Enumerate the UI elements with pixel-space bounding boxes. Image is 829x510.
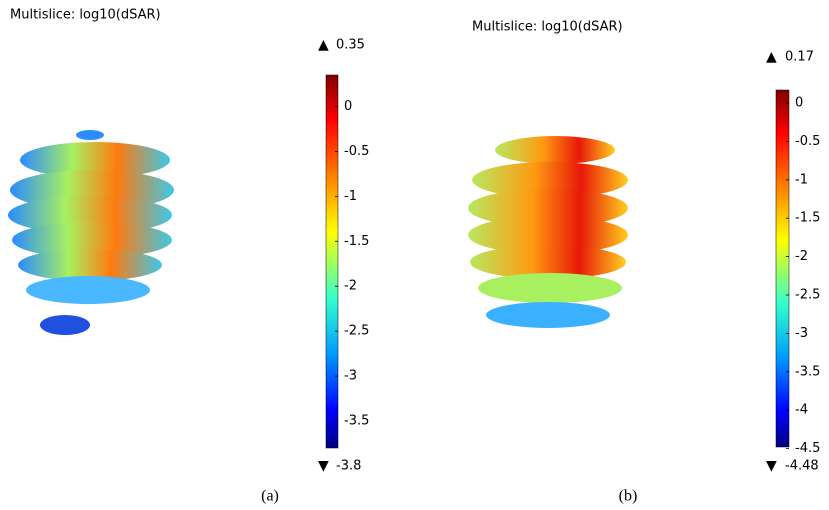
slice xyxy=(20,142,170,178)
slice xyxy=(495,136,615,164)
colorbar-tick-label: -4 xyxy=(795,403,808,418)
colorbar-tick-label: -2 xyxy=(795,249,808,264)
max-icon: ▲ xyxy=(766,49,777,65)
title: Multislice: log10(dSAR) xyxy=(472,20,623,35)
slice xyxy=(472,162,628,198)
slice xyxy=(470,245,626,279)
colorbar-tick-label: -3.5 xyxy=(344,414,369,429)
min-label: -4.48 xyxy=(785,459,819,474)
panel: Multislice: log10(dSAR) ▲ 0.35 ▼ -3.8 (a… xyxy=(10,8,369,505)
panel: Multislice: log10(dSAR) ▲ 0.17 ▼ -4.48 (… xyxy=(472,20,820,505)
min-icon: ▼ xyxy=(766,458,777,474)
max-icon: ▲ xyxy=(318,37,329,53)
max-label: 0.17 xyxy=(785,50,814,65)
slice xyxy=(468,216,628,254)
colorbar xyxy=(325,74,339,449)
slice xyxy=(468,189,628,227)
colorbar xyxy=(775,89,790,448)
caption: (b) xyxy=(619,488,638,505)
title: Multislice: log10(dSAR) xyxy=(10,8,161,23)
slice xyxy=(26,276,150,304)
max-label: 0.35 xyxy=(336,38,365,53)
min-label: -3.8 xyxy=(336,459,361,474)
colorbar-tick-label: 0 xyxy=(795,96,803,111)
colorbar-tick-label: -3 xyxy=(795,326,808,341)
colorbar-tick-label: -4.5 xyxy=(795,441,820,456)
colorbar-tick-label: -1.5 xyxy=(344,234,369,249)
caption: (a) xyxy=(261,488,279,505)
colorbar-tick-label: -1.5 xyxy=(795,211,820,226)
slice xyxy=(40,315,90,335)
slice xyxy=(486,302,610,328)
colorbar-tick-label: -2 xyxy=(344,279,357,294)
slices-a xyxy=(8,130,174,335)
colorbar-tick-label: -2.5 xyxy=(344,324,369,339)
min-icon: ▼ xyxy=(318,458,329,474)
colorbar-tick-label: -1 xyxy=(795,172,808,187)
slice xyxy=(76,130,104,140)
slice xyxy=(478,273,622,303)
colorbar-tick-label: -3.5 xyxy=(795,364,820,379)
slices-b xyxy=(468,136,628,328)
colorbar-tick-label: -0.5 xyxy=(795,134,820,149)
colorbar-tick-label: -2.5 xyxy=(795,287,820,302)
colorbar-tick-label: -0.5 xyxy=(344,144,369,159)
colorbar-tick-label: -3 xyxy=(344,369,357,384)
colorbar-tick-label: -1 xyxy=(344,189,357,204)
colorbar-tick-label: 0 xyxy=(344,99,352,114)
slice xyxy=(18,249,162,281)
slice xyxy=(12,222,172,258)
